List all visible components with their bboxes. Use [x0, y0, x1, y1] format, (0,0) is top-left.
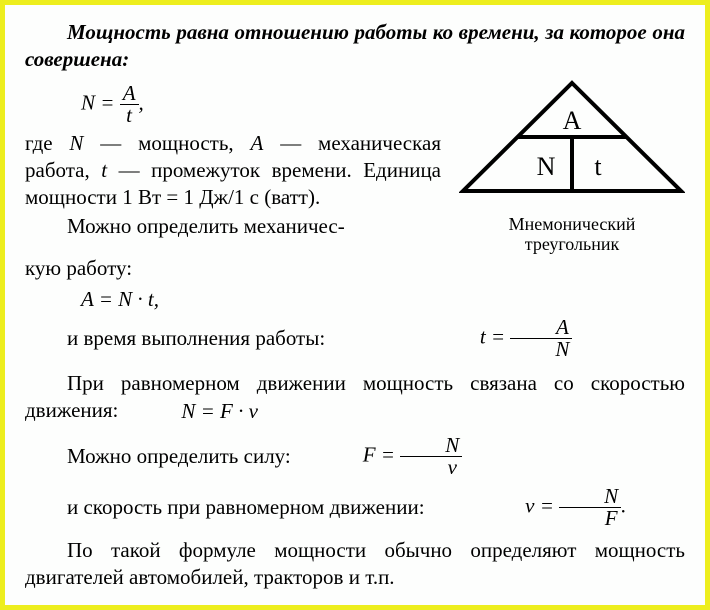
- formula-work: A = N · t,: [25, 286, 685, 313]
- intro-text: Мощность равна отношению работы ко време…: [25, 19, 685, 73]
- triangle-right: t: [594, 152, 602, 181]
- triangle-top: A: [563, 106, 582, 135]
- row-force: Можно определить силу: F = N v: [25, 435, 685, 478]
- row-velocity: и скорость при равномерном движении: v =…: [25, 486, 685, 529]
- content-row: N = A t , где N — мощность, A — механиче…: [25, 79, 685, 255]
- right-column: A N t Мнемонический треугольник: [459, 79, 685, 255]
- formula-power: N = A t ,: [25, 83, 441, 126]
- where-text: где N — мощность, A — механическая работ…: [25, 130, 441, 211]
- para-uniform: При равномерном движении мощность связан…: [25, 370, 685, 426]
- para-work-a: Можно определить механичес-: [25, 213, 441, 240]
- para-final: По такой формуле мощности обычно определ…: [25, 537, 685, 591]
- left-column: N = A t , где N — мощность, A — механиче…: [25, 79, 441, 255]
- row-time: и время выполнения работы: t = A N: [25, 317, 685, 360]
- triangle-caption: Мнемонический треугольник: [459, 214, 685, 255]
- triangle-left: N: [537, 152, 556, 181]
- para-work-b: кую работу:: [25, 255, 685, 282]
- formula-nfv: N = F · v: [139, 398, 258, 425]
- mnemonic-triangle: A N t: [459, 79, 685, 199]
- document-page: Мощность равна отношению работы ко време…: [5, 5, 705, 605]
